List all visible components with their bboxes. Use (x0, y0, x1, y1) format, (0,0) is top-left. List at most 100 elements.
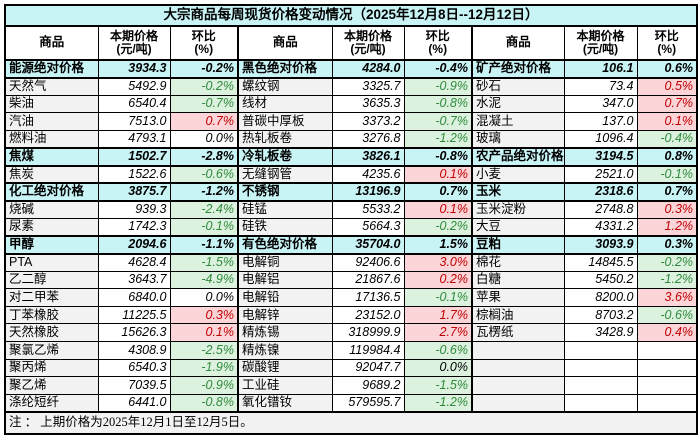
current-price-cell: 11225.5 (97, 305, 171, 325)
commodity-name-cell: 硅锰 (237, 200, 333, 219)
commodity-name-cell: 冷轧板卷 (237, 146, 333, 167)
wow-change-cell: 1.7% (403, 305, 473, 325)
wow-change-cell: -0.8% (403, 146, 473, 167)
current-price-cell: 15626.3 (97, 323, 171, 342)
commodity-name-cell: 聚氯乙烯 (4, 341, 99, 360)
table-row: 燃料油 4793.1 0.0% 热轧板卷 3276.8 -1.2% 玻璃 1096.4 -0.4… (4, 129, 698, 149)
commodity-name-cell (471, 393, 565, 413)
current-price-cell: 4284.0 (331, 59, 405, 79)
commodity-name-cell: 玉米 (471, 182, 565, 202)
current-price-cell: 5450.2 (563, 270, 638, 290)
footnote-row: 注 ： 上期价格为2025年12月1日至12月5日。 (4, 410, 698, 435)
commodity-name-cell: 丁苯橡胶 (4, 305, 99, 325)
wow-change-cell: -1.2% (636, 270, 698, 290)
wow-change-cell: -0.6% (403, 341, 473, 360)
wow-change-cell: 0.8% (636, 146, 698, 167)
commodity-name-cell: 乙二醇 (4, 270, 99, 290)
current-price-cell: 6540.3 (97, 358, 171, 378)
current-price-cell: 106.1 (563, 59, 638, 79)
wow-change-cell: -1.5% (169, 253, 239, 272)
wow-change-cell: 0.0% (169, 129, 239, 149)
commodity-name-cell: 瓦楞纸 (471, 323, 565, 342)
commodity-name-cell: 尿素 (4, 217, 99, 237)
current-price-cell (563, 393, 638, 413)
current-price-cell: 318999.9 (331, 323, 405, 342)
current-price-cell: 5664.3 (331, 217, 405, 237)
header-wow-change-line1: 环比 (425, 29, 450, 44)
current-price-cell: 92047.7 (331, 358, 405, 378)
wow-change-cell: -0.9% (403, 77, 473, 96)
wow-change-cell (636, 341, 698, 360)
current-price-cell: 3934.3 (97, 59, 171, 79)
current-price-cell: 8200.0 (563, 288, 638, 307)
wow-change-cell: 0.3% (169, 305, 239, 325)
current-price-cell: 119984.4 (331, 341, 405, 360)
wow-change-cell: -0.6% (169, 165, 239, 184)
current-price-cell: 4628.4 (97, 253, 171, 272)
table-row: 化工绝对价格 3875.7 -1.2% 不锈钢 13196.9 0.7% 玉米 2318.6 0… (4, 182, 698, 202)
commodity-name-cell: 砂石 (471, 77, 565, 96)
table-row: 对二甲苯 6840.0 0.0% 电解铅 17136.5 -0.1% 苹果 8200.0 3.6… (4, 288, 698, 307)
commodity-name-cell: PTA (4, 253, 99, 272)
wow-change-cell: -1.9% (169, 358, 239, 378)
header-wow-change-line2: (%) (194, 42, 214, 56)
footnote-text: 注 ： 上期价格为2025年12月1日至12月5日。 (4, 410, 698, 435)
table-row: 柴油 6540.4 -0.7% 线材 3635.3 -0.8% 水泥 347.0 0.7% (4, 94, 698, 114)
section-name-cell: 矿产绝对价格 (471, 59, 565, 79)
commodity-name-cell: 豆粕 (471, 234, 565, 255)
table-row: 丁苯橡胶 11225.5 0.3% 电解锌 23152.0 1.7% 棕榈油 8703.2 -0… (4, 305, 698, 325)
table-row: 焦煤 1502.7 -2.8% 冷轧板卷 3826.1 -0.8% 农产品绝对价格 3194.… (4, 146, 698, 167)
wow-change-cell: -0.2% (403, 217, 473, 237)
wow-change-cell: 0.3% (636, 234, 698, 255)
commodity-name-cell: 苹果 (471, 288, 565, 307)
commodity-name-cell: 普碳中厚板 (237, 112, 333, 131)
current-price-cell: 2094.6 (97, 234, 171, 255)
current-price-cell: 5492.9 (97, 77, 171, 96)
current-price-cell: 2521.0 (563, 165, 638, 184)
wow-change-cell: 0.1% (636, 112, 698, 131)
current-price-cell: 3643.7 (97, 270, 171, 290)
header-wow-change-line1: 环比 (654, 29, 679, 44)
wow-change-cell: 0.1% (169, 323, 239, 342)
current-price-cell: 73.4 (563, 77, 638, 96)
current-price-cell: 3276.8 (331, 129, 405, 149)
wow-change-cell: -2.4% (169, 200, 239, 219)
commodity-name-cell: 柴油 (4, 94, 99, 114)
column-header-row: 商品 本期价格 (元/吨) 环比 (%) 商品 本期价格 (元/吨) 环比 (%) 商品 本期价格 (元… (4, 25, 698, 61)
wow-change-cell: -1.2% (403, 129, 473, 149)
wow-change-cell: 0.4% (636, 323, 698, 342)
title-row: 大宗商品每周现货价格变动情况（2025年12月8日--12月12日） (4, 4, 698, 27)
table-row: 乙二醇 3643.7 -4.9% 电解铝 21867.6 0.2% 白糖 5450.2 -1.2… (4, 270, 698, 290)
table-row: 能源绝对价格 3934.3 -0.2% 黑色绝对价格 4284.0 -0.4% 矿产绝对价格… (4, 59, 698, 79)
header-current-price-line1: 本期价格 (343, 29, 392, 44)
wow-change-cell: -0.1% (636, 165, 698, 184)
wow-change-cell: -4.9% (169, 270, 239, 290)
header-commodity: 商品 (4, 25, 99, 61)
current-price-cell: 23152.0 (331, 305, 405, 325)
current-price-cell: 4331.2 (563, 217, 638, 237)
commodity-name-cell: 玻璃 (471, 129, 565, 149)
wow-change-cell: -1.5% (403, 376, 473, 395)
wow-change-cell: 1.2% (636, 217, 698, 237)
current-price-cell: 5533.2 (331, 200, 405, 219)
commodity-name-cell: 焦炭 (4, 165, 99, 184)
current-price-cell: 17136.5 (331, 288, 405, 307)
header-current-price-line2: (元/吨) (116, 42, 152, 56)
current-price-cell: 3194.5 (563, 146, 638, 167)
current-price-cell: 3826.1 (331, 146, 405, 167)
table-row: 涤纶短纤 6441.0 -0.8% 氧化镨钕 579595.7 -1.2% (4, 393, 698, 413)
wow-change-cell: 0.0% (403, 358, 473, 378)
wow-change-cell: -0.4% (636, 129, 698, 149)
table-row: 聚乙烯 7039.5 -0.9% 工业硅 9689.2 -1.5% (4, 376, 698, 395)
current-price-cell: 3875.7 (97, 182, 171, 202)
commodity-name-cell: 大豆 (471, 217, 565, 237)
commodity-name-cell: 不锈钢 (237, 182, 333, 202)
wow-change-cell: -2.5% (169, 341, 239, 360)
commodity-name-cell: 燃料油 (4, 129, 99, 149)
table-row: 聚丙烯 6540.3 -1.9% 碳酸锂 92047.7 0.0% (4, 358, 698, 378)
wow-change-cell: -0.4% (403, 59, 473, 79)
wow-change-cell: 2.7% (403, 323, 473, 342)
wow-change-cell: -0.2% (169, 77, 239, 96)
current-price-cell: 4235.6 (331, 165, 405, 184)
